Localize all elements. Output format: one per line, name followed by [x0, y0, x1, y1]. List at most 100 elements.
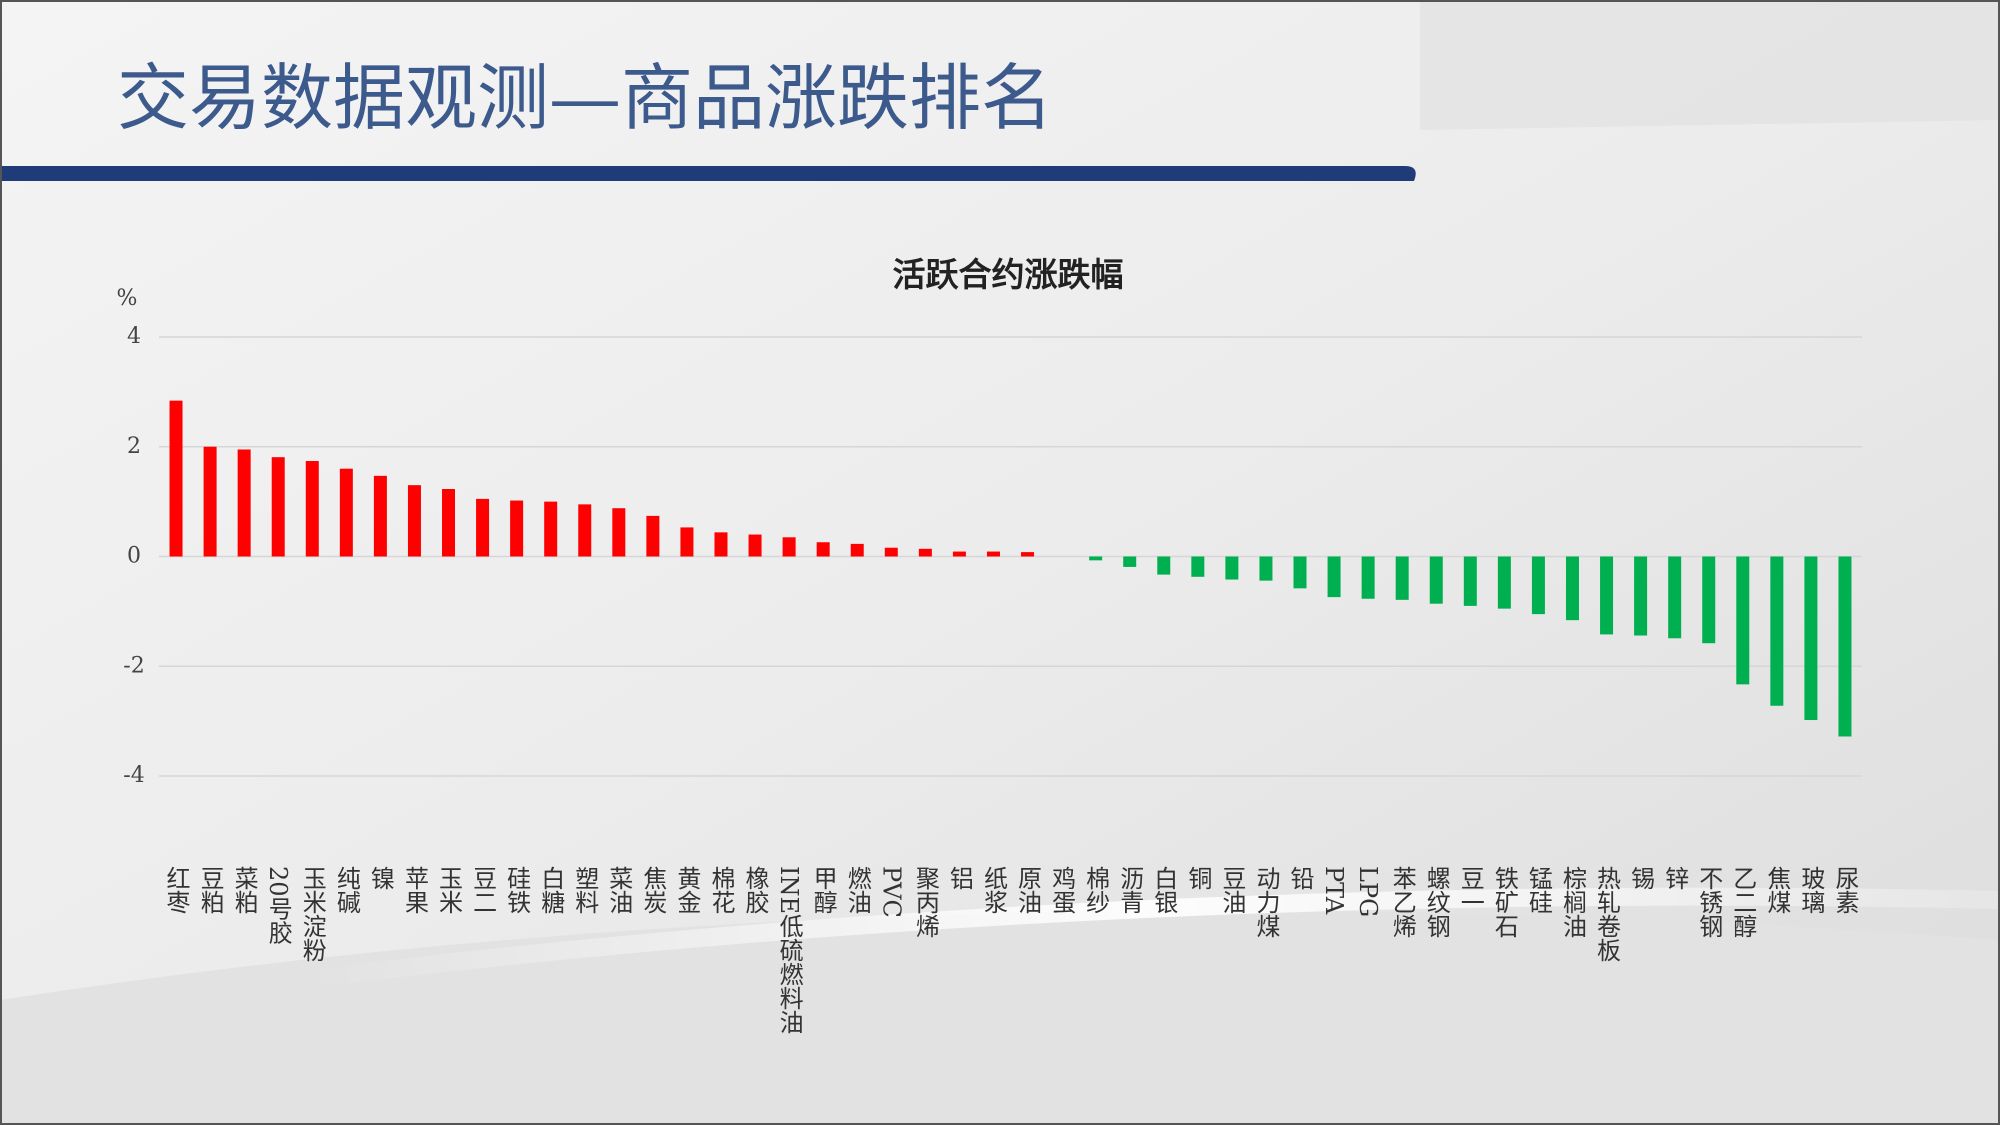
x-tick-label: 硅铁	[503, 866, 531, 914]
bar	[510, 500, 524, 557]
chart-title: 活跃合约涨跌幅	[893, 255, 1124, 294]
bar	[169, 400, 183, 557]
bar	[1293, 556, 1307, 589]
x-tick-label: 焦煤	[1763, 866, 1791, 914]
bar	[748, 534, 762, 557]
bar	[816, 542, 830, 557]
x-tick-label: 铜	[1184, 866, 1212, 890]
bar	[1565, 556, 1579, 621]
bar	[1157, 556, 1171, 575]
bar	[1702, 556, 1716, 644]
plot: -4 -2 0 2 4 红枣 豆粕 菜粕 20号胶 玉米淀粉 纯碱镍苹果 玉米 豆二 硅铁 白糖 塑料 菜油 焦炭…	[123, 324, 1862, 1034]
x-tick-label: PTA	[1320, 866, 1348, 915]
x-tick-label: 玉米淀粉	[298, 866, 326, 962]
bar	[442, 489, 456, 557]
x-tick-label: 20号胶	[264, 866, 292, 945]
bar	[1804, 556, 1818, 721]
bar	[918, 548, 932, 557]
x-tick-label: 豆油	[1218, 866, 1246, 914]
bar	[1634, 556, 1648, 636]
x-tick-label: 甲醇	[809, 866, 837, 914]
x-tick-label: 镍	[366, 866, 394, 890]
bar	[1327, 556, 1341, 598]
x-tick-label: 白银	[1150, 866, 1178, 914]
x-tick-label: 原油	[1014, 866, 1042, 914]
decor-corner	[1420, 0, 2000, 130]
bar	[339, 468, 353, 557]
x-tick-label: 聚丙烯	[911, 866, 939, 938]
bar	[203, 446, 217, 557]
y-tick-label: -4	[123, 763, 144, 788]
x-tick-label: 黄金	[673, 866, 701, 914]
x-tick-label: 豆一	[1456, 866, 1484, 914]
bar	[612, 508, 626, 557]
x-tick-label: LPG	[1354, 866, 1382, 917]
bar	[544, 501, 558, 557]
x-tick-label: 玉米	[435, 866, 463, 914]
x-tick-label: 棉纱	[1082, 866, 1110, 914]
x-tick-label: 动力煤	[1252, 866, 1280, 938]
x-tick-label: 铅	[1286, 866, 1314, 890]
x-tick-label: 燃油	[843, 866, 871, 914]
bar	[782, 537, 796, 557]
bar	[1838, 556, 1852, 737]
bar	[1021, 552, 1035, 557]
bar	[1770, 556, 1784, 706]
bar	[578, 504, 592, 557]
bar	[1668, 556, 1682, 639]
bar	[1395, 556, 1409, 600]
x-tick-label: 鸡蛋	[1048, 866, 1076, 914]
x-tick-label: 菜粕	[230, 866, 258, 914]
bar	[407, 485, 421, 557]
title-band	[0, 166, 1416, 181]
x-tick-label: 红枣	[162, 866, 190, 914]
bar	[952, 551, 966, 557]
bar	[1259, 556, 1273, 581]
bar	[476, 498, 490, 557]
x-tick-label: 苹果	[400, 866, 428, 914]
x-tick-label: 锰硅	[1524, 866, 1552, 914]
y-unit: %	[117, 286, 138, 311]
x-tick-label: 铝	[945, 866, 973, 890]
x-tick-label: 玻璃	[1797, 866, 1825, 914]
x-tick-label: 纯碱	[332, 866, 360, 914]
x-tick-label: 焦炭	[639, 866, 667, 914]
x-tick-label: 塑料	[571, 866, 599, 914]
bar	[1531, 556, 1545, 615]
bar	[1225, 556, 1239, 580]
bar	[1123, 556, 1137, 567]
bar	[237, 449, 251, 557]
y-tick-label: 2	[127, 434, 141, 459]
x-tick-label: 纸浆	[979, 866, 1007, 914]
x-tick-label: 菜油	[605, 866, 633, 914]
bar	[714, 532, 728, 557]
decor-swoosh	[298, 887, 2000, 989]
bar	[1089, 556, 1103, 561]
x-tick-label: 不锈钢	[1695, 866, 1723, 938]
bar	[373, 475, 387, 557]
bar	[271, 457, 285, 557]
bar	[1191, 556, 1205, 577]
x-tick-label: 沥青	[1116, 866, 1144, 914]
bar	[1463, 556, 1477, 606]
x-tick-label: 热轧卷板	[1593, 866, 1621, 962]
x-tick-label: 橡胶	[741, 866, 769, 914]
bar	[1736, 556, 1750, 685]
bar	[1429, 556, 1443, 604]
bar	[1361, 556, 1375, 599]
x-tick-label: 白糖	[537, 866, 565, 914]
y-tick-label: -2	[123, 653, 144, 678]
bar	[305, 461, 319, 557]
x-tick-label: 苯乙烯	[1388, 866, 1416, 938]
slide-title: 交易数据观测—商品涨跌排名	[117, 56, 1053, 140]
bar	[680, 527, 694, 557]
x-tick-label: 尿素	[1831, 866, 1859, 914]
x-tick-label: 乙二醇	[1729, 866, 1757, 938]
bar	[850, 543, 864, 557]
x-tick-label: 锡	[1627, 866, 1655, 890]
x-tick-label: 棉花	[707, 866, 735, 914]
x-tick-label: 棕榈油	[1558, 866, 1586, 938]
y-tick-label: 0	[127, 544, 141, 569]
